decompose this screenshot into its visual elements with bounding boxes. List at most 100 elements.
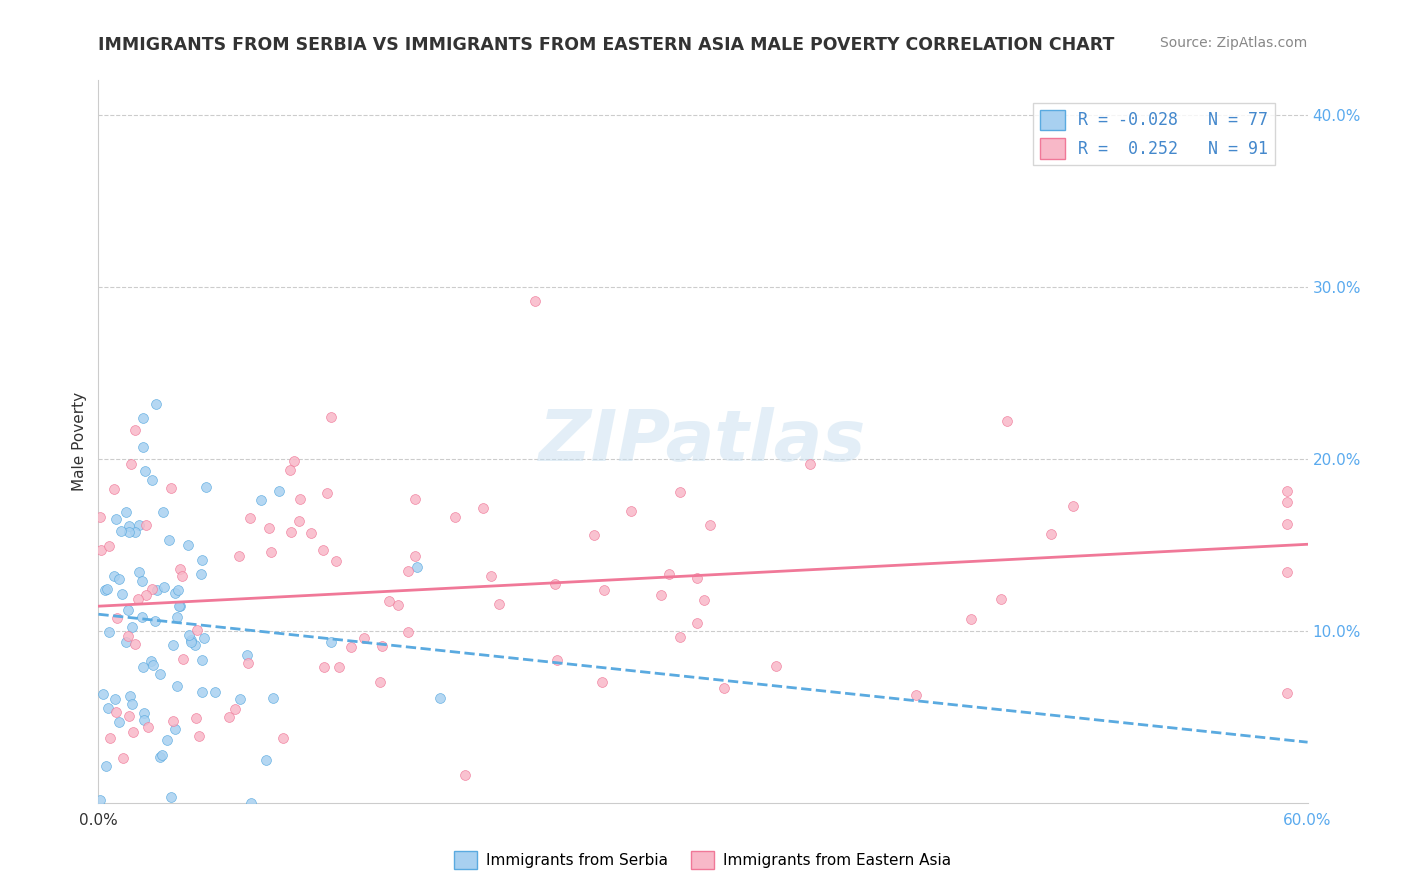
- Point: [1277, 685, 1299, 699]
- Point: [1277, 495, 1299, 509]
- Point: [288, 492, 311, 507]
- Point: [228, 549, 250, 563]
- Point: [591, 675, 613, 690]
- Point: [240, 796, 263, 810]
- Point: [98, 539, 121, 553]
- Point: [1062, 499, 1084, 513]
- Y-axis label: Male Poverty: Male Poverty: [72, 392, 87, 491]
- Point: [108, 572, 131, 586]
- Point: [128, 566, 150, 580]
- Point: [96, 759, 118, 773]
- Point: [193, 632, 215, 646]
- Point: [404, 492, 426, 507]
- Point: [128, 518, 150, 533]
- Point: [118, 708, 141, 723]
- Point: [260, 545, 283, 559]
- Point: [177, 628, 200, 642]
- Point: [103, 482, 125, 496]
- Point: [195, 480, 218, 494]
- Point: [387, 598, 409, 612]
- Point: [267, 484, 290, 499]
- Point: [110, 524, 132, 538]
- Point: [990, 592, 1012, 607]
- Point: [172, 652, 194, 666]
- Point: [685, 615, 707, 630]
- Point: [254, 753, 277, 767]
- Point: [169, 599, 191, 613]
- Point: [111, 586, 134, 600]
- Point: [693, 592, 716, 607]
- Point: [134, 464, 156, 478]
- Point: [444, 510, 467, 524]
- Point: [183, 639, 205, 653]
- Point: [186, 711, 208, 725]
- Point: [135, 588, 157, 602]
- Point: [132, 440, 155, 454]
- Point: [287, 514, 309, 528]
- Point: [89, 510, 111, 524]
- Point: [180, 635, 202, 649]
- Point: [319, 634, 342, 648]
- Point: [160, 789, 183, 804]
- Point: [592, 582, 614, 597]
- Point: [96, 582, 118, 596]
- Point: [371, 639, 394, 653]
- Point: [146, 582, 169, 597]
- Point: [105, 705, 128, 719]
- Point: [112, 751, 135, 765]
- Point: [132, 410, 155, 425]
- Point: [163, 722, 186, 736]
- Point: [299, 526, 322, 541]
- Point: [249, 492, 271, 507]
- Point: [319, 409, 342, 424]
- Point: [657, 566, 679, 581]
- Point: [166, 609, 188, 624]
- Point: [134, 517, 156, 532]
- Point: [105, 611, 128, 625]
- Point: [228, 692, 250, 706]
- Point: [224, 702, 246, 716]
- Point: [765, 658, 787, 673]
- Point: [142, 658, 165, 673]
- Point: [190, 567, 212, 582]
- Point: [190, 653, 212, 667]
- Point: [104, 692, 127, 706]
- Point: [523, 294, 546, 309]
- Point: [997, 414, 1019, 428]
- Point: [176, 538, 198, 552]
- Point: [546, 653, 568, 667]
- Point: [124, 524, 146, 539]
- Point: [378, 594, 401, 608]
- Point: [488, 597, 510, 611]
- Point: [1039, 526, 1062, 541]
- Point: [340, 640, 363, 654]
- Point: [159, 533, 181, 548]
- Point: [167, 599, 190, 614]
- Point: [98, 731, 121, 745]
- Point: [543, 577, 565, 591]
- Point: [186, 623, 208, 637]
- Point: [325, 554, 347, 568]
- Point: [278, 463, 301, 477]
- Point: [218, 710, 240, 724]
- Point: [124, 423, 146, 437]
- Text: Source: ZipAtlas.com: Source: ZipAtlas.com: [1160, 36, 1308, 50]
- Point: [713, 681, 735, 696]
- Point: [124, 637, 146, 651]
- Legend: Immigrants from Serbia, Immigrants from Eastern Asia: Immigrants from Serbia, Immigrants from …: [449, 845, 957, 875]
- Point: [104, 512, 127, 526]
- Point: [328, 660, 350, 674]
- Point: [167, 583, 190, 598]
- Point: [145, 397, 167, 411]
- Point: [180, 633, 202, 648]
- Point: [143, 614, 166, 628]
- Point: [108, 714, 131, 729]
- Point: [93, 687, 115, 701]
- Point: [131, 609, 153, 624]
- Point: [1277, 516, 1299, 531]
- Point: [127, 592, 149, 607]
- Point: [121, 698, 143, 712]
- Point: [121, 620, 143, 634]
- Point: [204, 684, 226, 698]
- Point: [131, 574, 153, 588]
